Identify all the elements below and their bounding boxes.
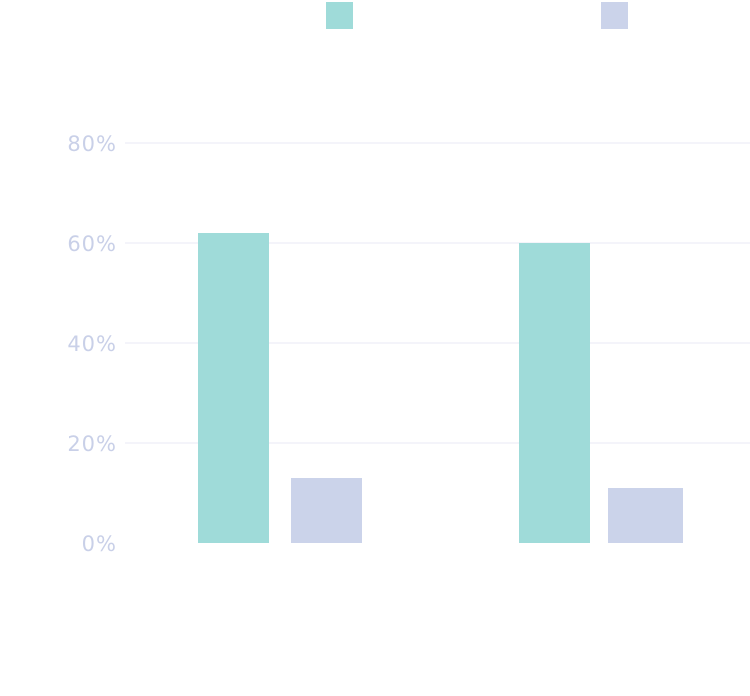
y-tick-label: 40%	[67, 332, 117, 356]
y-tick-label: 20%	[67, 432, 117, 456]
legend-swatch-series-1	[326, 2, 353, 29]
bar-series-1-category-1	[198, 233, 269, 543]
y-tick-label: 80%	[67, 132, 117, 156]
bar-series-2-category-1	[291, 478, 362, 543]
bar-series-1-category-2	[519, 243, 590, 543]
y-tick-label: 0%	[82, 532, 117, 556]
legend-swatch-series-2	[601, 2, 628, 29]
legend	[326, 2, 628, 29]
y-tick-label: 60%	[67, 232, 117, 256]
bars	[198, 233, 683, 543]
y-axis-ticks: 0% 20% 40% 60% 80%	[67, 132, 117, 556]
bar-series-2-category-2	[608, 488, 683, 543]
